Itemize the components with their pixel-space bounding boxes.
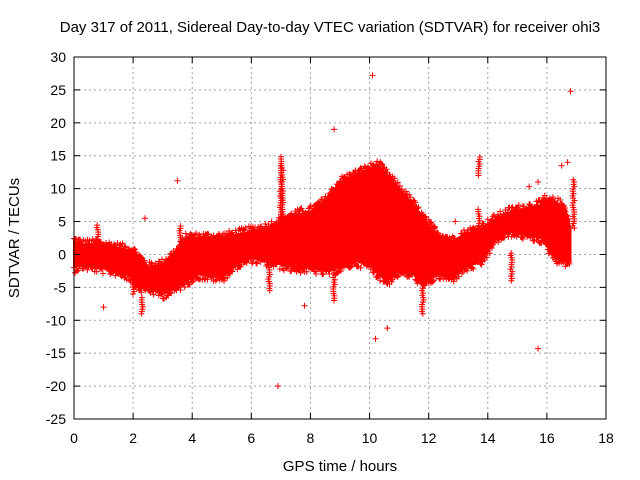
plot-frame	[73, 56, 607, 420]
data-spike	[569, 176, 578, 232]
y-tick-label: -5	[54, 279, 67, 295]
x-tick-label: 4	[188, 430, 196, 446]
data-point	[331, 126, 338, 133]
data-spike	[430, 223, 439, 241]
data-spike-markers	[418, 271, 427, 317]
x-tick-label: 10	[362, 430, 378, 446]
data-spike	[176, 223, 185, 248]
y-tick-label: 15	[50, 148, 66, 164]
y-tick-label: 10	[50, 181, 66, 197]
y-tick-label: 25	[50, 82, 66, 98]
data-spike	[93, 222, 102, 245]
y-tick-label: 0	[58, 246, 66, 262]
data-spike-markers	[278, 162, 287, 238]
data-spike	[560, 202, 569, 241]
x-tick-label: 0	[70, 430, 78, 446]
data-spike-markers	[569, 176, 578, 232]
data-spike	[418, 271, 427, 317]
data-spike	[540, 192, 548, 215]
data-spike-markers	[138, 294, 146, 317]
data-spike-markers	[540, 192, 548, 215]
axes-frame	[73, 56, 607, 420]
data-point	[558, 162, 565, 169]
data-spike	[278, 162, 287, 238]
x-tick-label: 6	[247, 430, 255, 446]
data-spike	[475, 154, 483, 179]
data-spike-markers	[475, 154, 483, 179]
chart-title: Day 317 of 2011, Sidereal Day-to-day VTE…	[60, 19, 601, 36]
data-point	[274, 383, 281, 390]
data-point	[141, 215, 148, 222]
y-tick-label: -10	[46, 312, 66, 328]
data-point	[564, 159, 571, 166]
data-spike-markers	[330, 265, 338, 304]
y-tick-label: 5	[58, 214, 66, 230]
x-tick-label: 2	[129, 430, 137, 446]
x-tick-label: 16	[539, 430, 555, 446]
data-spike-markers	[176, 223, 185, 248]
data-point	[526, 183, 533, 190]
data-spike-markers	[507, 250, 516, 284]
data-point	[100, 304, 107, 311]
data-spike	[475, 206, 483, 238]
data-point	[301, 302, 308, 309]
data-spike-markers	[129, 272, 138, 297]
data-point	[372, 335, 379, 342]
y-tick-label: 30	[50, 49, 66, 65]
data-spike	[265, 260, 273, 294]
y-tick-label: -15	[46, 345, 66, 361]
data-spike	[330, 265, 338, 304]
data-spike-markers	[560, 202, 569, 241]
data-point	[452, 218, 459, 225]
data-spike	[138, 294, 146, 317]
data-spike-markers	[265, 260, 273, 294]
data-spike-markers	[430, 223, 439, 241]
data-point	[535, 179, 542, 186]
data-point	[369, 72, 376, 79]
y-tick-label: -25	[46, 411, 66, 427]
data-point	[384, 325, 391, 332]
data-spike	[129, 272, 138, 297]
y-tick-label: 20	[50, 115, 66, 131]
data-spike-markers	[93, 222, 102, 245]
x-tick-label: 12	[421, 430, 437, 446]
x-axis-label: GPS time / hours	[283, 458, 397, 475]
data-spike	[507, 250, 516, 284]
x-tick-label: 18	[598, 430, 614, 446]
tick-labels: 0 2 4 6 8 10 12 14 16 18 -25 -20 -15 -10 -5 0 5 10 15 20 25 3…	[46, 49, 614, 446]
x-tick-label: 14	[480, 430, 496, 446]
data-point	[174, 177, 181, 184]
x-tick-label: 8	[307, 430, 315, 446]
data-point	[567, 88, 574, 95]
y-tick-label: -20	[46, 378, 66, 394]
data-spike-markers	[475, 206, 483, 238]
data-point	[535, 345, 542, 352]
y-axis-label: SDTVAR / TECUs	[6, 178, 23, 298]
